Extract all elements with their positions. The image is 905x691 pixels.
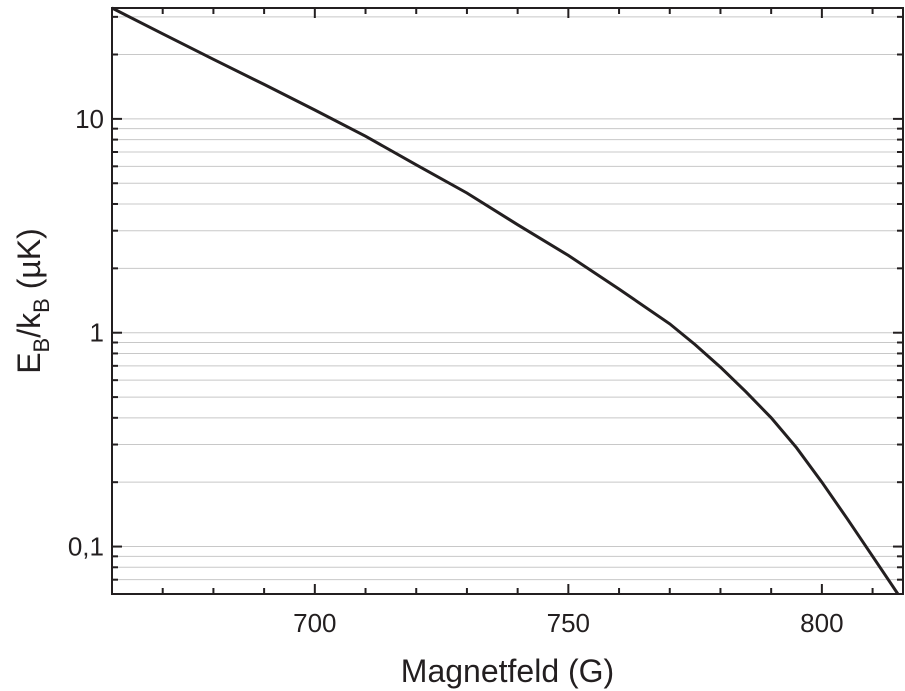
y-axis-title-part: (µK) [11,228,47,298]
x-tick-labels: 700 750 800 [293,608,843,638]
axis-ticks [111,8,903,595]
x-tick-label: 800 [800,608,843,638]
plot-frame [111,7,904,595]
y-axis-title-part: /k [11,312,47,338]
y-tick-labels: 0,1 1 10 [68,104,104,562]
x-axis-title: Magnetfeld (G) [401,653,614,689]
y-tick-label: 1 [90,318,104,348]
y-axis-title: EB/kB (µK) [11,228,54,374]
y-axis-title-part: E [11,352,47,373]
plot-area [111,6,900,595]
x-tick-label: 700 [293,608,336,638]
x-tick-label: 750 [547,608,590,638]
grid [112,16,903,595]
y-tick-label: 10 [75,104,104,134]
y-axis-title-subscript: B [29,298,54,313]
series-line [111,6,900,595]
y-tick-label: 0,1 [68,532,104,562]
y-axis-title-subscript: B [29,338,54,353]
